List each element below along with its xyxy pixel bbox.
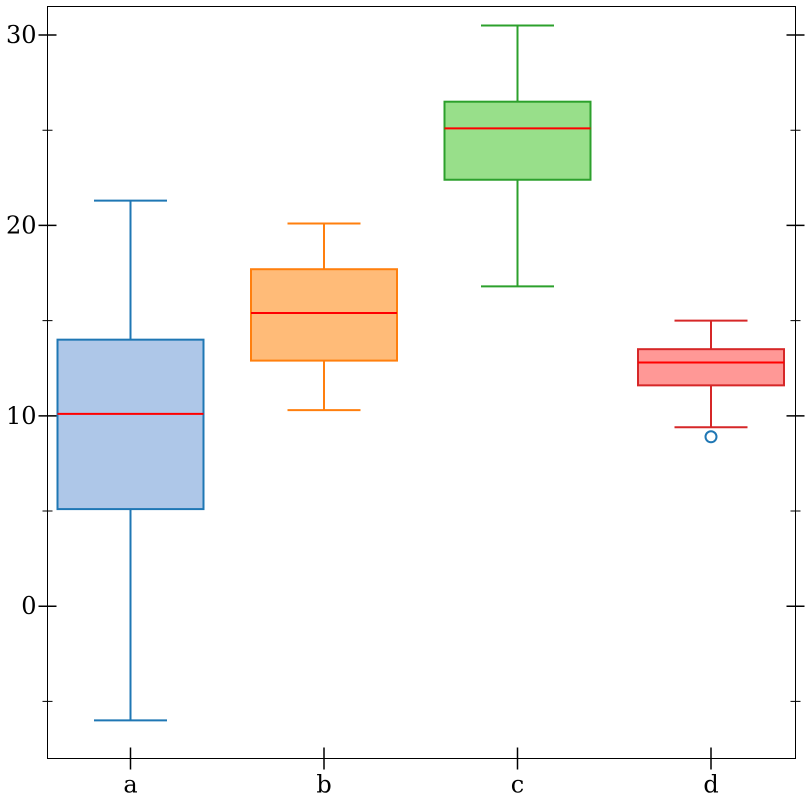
x-tick-label: d [703, 771, 718, 799]
x-tick-label: b [316, 771, 331, 799]
box-group-a [56, 199, 205, 722]
iqr-box [56, 338, 205, 511]
x-tick-label: a [123, 771, 137, 799]
minor-ticks [42, 129, 801, 702]
iqr-box [637, 348, 785, 387]
boxes [56, 24, 785, 722]
box-group-b [250, 222, 398, 412]
outlier-point [704, 430, 718, 444]
y-tick-label: 10 [6, 402, 37, 430]
plot-frame [47, 6, 796, 759]
y-tick-label: 30 [6, 21, 37, 49]
y-tick-label: 20 [6, 211, 37, 239]
y-tick-label: 0 [21, 592, 36, 620]
iqr-box [443, 100, 592, 181]
box-group-c [443, 24, 592, 288]
iqr-box [250, 268, 398, 362]
x-tick-label: c [511, 771, 524, 799]
major-ticks: 0 10 20 30 a b c d [6, 21, 805, 799]
box-group-d [637, 319, 785, 444]
